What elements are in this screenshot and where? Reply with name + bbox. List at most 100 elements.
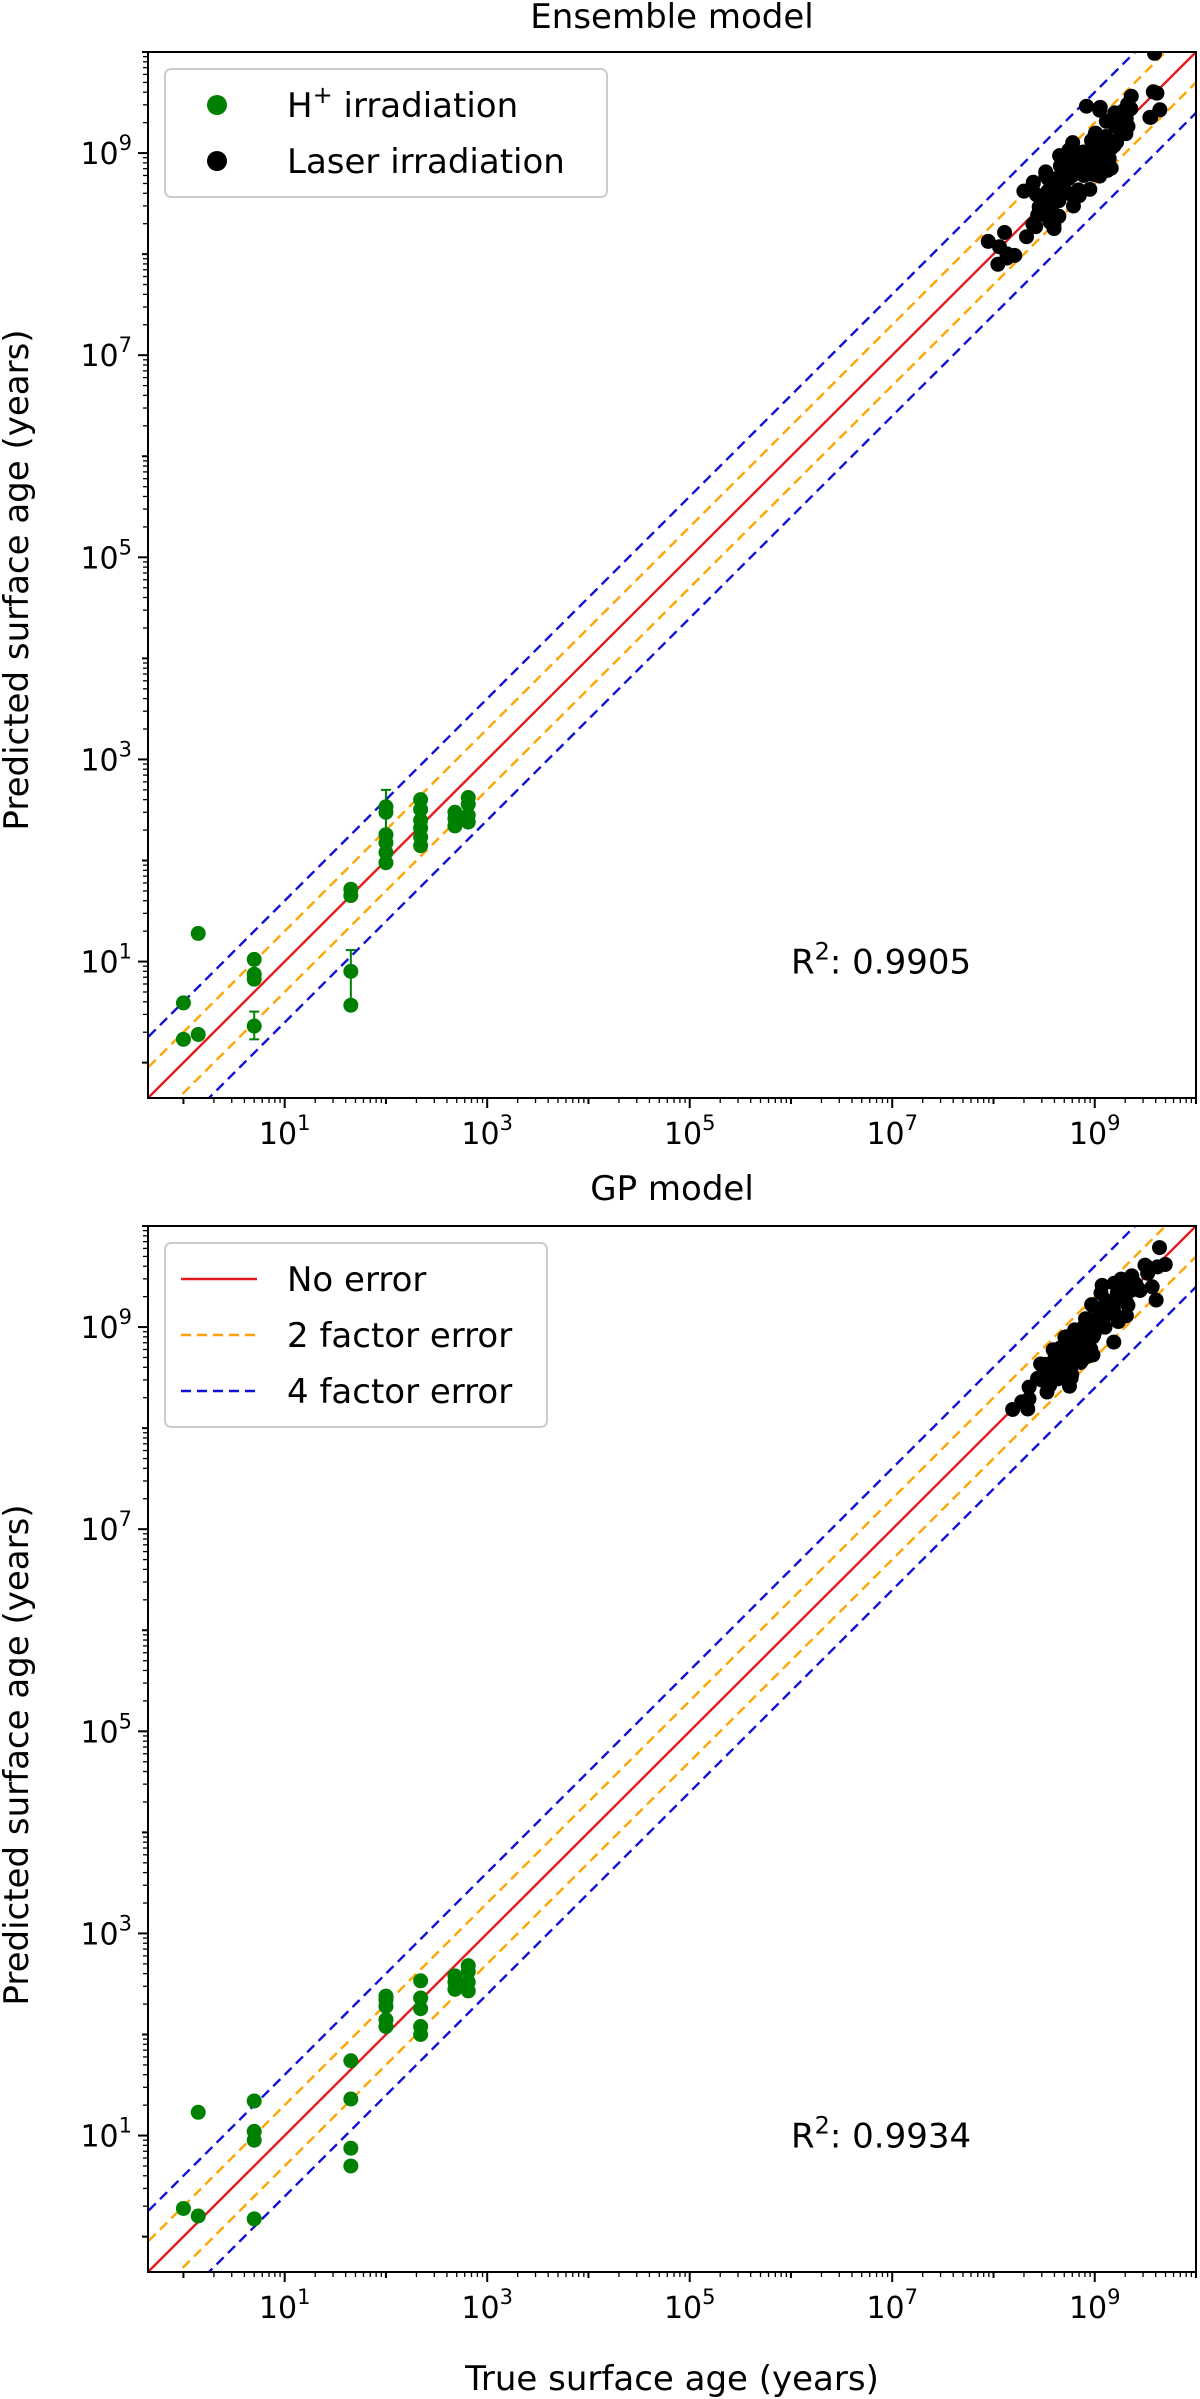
data-point <box>1078 98 1094 114</box>
data-point <box>1098 128 1114 144</box>
series-h-irradiation <box>175 1958 476 2227</box>
x-tick-label-base: 10 <box>664 1117 702 1152</box>
data-point <box>378 2012 394 2028</box>
data-point <box>1144 1279 1160 1295</box>
data-point <box>175 2200 191 2216</box>
data-point <box>980 233 996 249</box>
x-tick-label-exponent: 9 <box>1107 2285 1120 2309</box>
data-point <box>1055 181 1071 197</box>
data-point <box>1139 1259 1155 1275</box>
data-point <box>246 966 262 982</box>
data-point <box>246 2211 262 2227</box>
x-tick-label: 101 <box>259 1111 311 1152</box>
data-point <box>1103 160 1119 176</box>
data-point <box>413 1973 429 1989</box>
data-point <box>460 1974 476 1990</box>
x-tick-label-base: 10 <box>866 1117 904 1152</box>
data-point <box>246 2093 262 2109</box>
legend-marker <box>207 151 227 171</box>
legend-label-text: 2 factor error <box>287 1316 512 1356</box>
x-tick-label-exponent: 7 <box>905 1111 918 1135</box>
y-tick-label-exponent: 7 <box>119 333 132 357</box>
ticks <box>138 51 1197 1108</box>
data-point <box>1092 99 1108 115</box>
data-point <box>1057 1329 1073 1345</box>
data-point <box>1019 229 1035 245</box>
data-point <box>343 2091 359 2107</box>
y-tick-label: 103 <box>80 737 132 778</box>
y-tick-label-base: 10 <box>80 1715 118 1750</box>
data-point <box>1054 1341 1070 1357</box>
data-point <box>999 250 1015 266</box>
data-point <box>1020 1401 1036 1417</box>
x-tick-label-exponent: 3 <box>500 1111 513 1135</box>
data-point <box>1039 1384 1055 1400</box>
legend-label: 4 factor error <box>287 1372 512 1412</box>
data-point <box>1030 207 1046 223</box>
y-tick-label: 105 <box>80 1709 132 1750</box>
y-tick-label: 107 <box>80 333 132 374</box>
x-tick-label-base: 10 <box>1069 2291 1107 2326</box>
panel-title: Ensemble model <box>530 0 813 37</box>
data-point <box>1042 204 1058 220</box>
y-axis-label: Predicted surface age (years) <box>0 1504 37 2005</box>
x-tick-label: 101 <box>259 2285 311 2326</box>
y-tick-label: 101 <box>80 940 132 981</box>
x-tick-label-base: 10 <box>259 2291 297 2326</box>
x-tick-label: 107 <box>866 1111 918 1152</box>
y-tick-label-exponent: 9 <box>119 131 132 155</box>
r2-annotation: R2: 0.9905 <box>791 938 971 983</box>
data-point <box>246 951 262 967</box>
data-point <box>343 2140 359 2156</box>
x-tick-label: 105 <box>664 2285 716 2326</box>
data-point <box>1081 1348 1097 1364</box>
legend-label: No error <box>287 1260 426 1300</box>
y-tick-label-base: 10 <box>80 743 118 778</box>
y-tick-label-base: 10 <box>80 946 118 981</box>
data-point <box>1147 52 1163 61</box>
data-point <box>1152 1240 1168 1256</box>
data-point <box>447 1968 463 1984</box>
data-point <box>1093 1285 1109 1301</box>
x-tick-label-exponent: 5 <box>702 2285 715 2309</box>
y-tick-label: 109 <box>80 1305 132 1346</box>
data-point <box>175 995 191 1011</box>
data-point <box>190 2104 206 2120</box>
data-point <box>413 2019 429 2035</box>
data-point <box>343 963 359 979</box>
x-tick-label: 109 <box>1069 2285 1121 2326</box>
data-point <box>1046 217 1062 233</box>
y-tick-label-exponent: 3 <box>119 1911 132 1935</box>
panel-gp: GP model Predicted surface age (years) T… <box>0 1169 1197 2399</box>
x-tick-label: 107 <box>866 2285 918 2326</box>
x-tick-label-base: 10 <box>461 1117 499 1152</box>
y-tick-label-exponent: 1 <box>119 2114 132 2138</box>
y-tick-label-base: 10 <box>80 339 118 374</box>
data-point <box>1052 158 1068 174</box>
data-point <box>1039 189 1055 205</box>
x-tick-label-base: 10 <box>1069 1117 1107 1152</box>
data-point <box>1074 160 1090 176</box>
x-tick-label-base: 10 <box>259 1117 297 1152</box>
data-point <box>378 1988 394 2004</box>
data-point <box>1110 1289 1126 1305</box>
y-tick-label-base: 10 <box>80 541 118 576</box>
legend-label: H+ irradiation <box>287 81 518 126</box>
data-point <box>1152 102 1168 118</box>
data-point <box>343 881 359 897</box>
plot-area <box>148 1226 1196 2272</box>
data-point <box>447 804 463 820</box>
legend-label-suffix: irradiation <box>333 86 518 126</box>
x-tick-label-base: 10 <box>461 2291 499 2326</box>
y-tick-label-exponent: 7 <box>119 1507 132 1531</box>
x-tick-label-exponent: 7 <box>905 2285 918 2309</box>
data-point <box>1005 1401 1021 1417</box>
data-point <box>1025 176 1041 192</box>
legend-label-text: 4 factor error <box>287 1372 512 1412</box>
y-axis-label: Predicted surface age (years) <box>0 329 37 830</box>
axes-frame <box>147 51 1197 1099</box>
data-point <box>413 2001 429 2017</box>
x-tick-label-exponent: 3 <box>500 2285 513 2309</box>
panel-ensemble: Ensemble model Predicted surface age (ye… <box>0 0 1197 1152</box>
